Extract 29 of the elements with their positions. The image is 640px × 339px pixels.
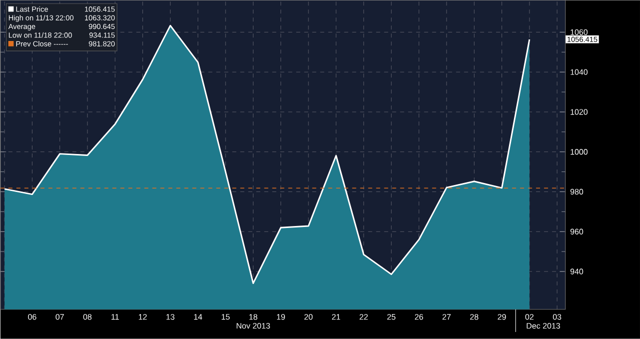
y-tick-label: 1040 [570,69,588,76]
x-tick-label: 22 [360,314,368,320]
x-tick-label: 11 [112,314,119,320]
x-tick-label: 25 [387,314,396,320]
x-tick-label: 14 [194,314,202,320]
y-tick-label: 1020 [570,109,588,115]
y-tick-label: 980 [570,189,584,195]
y-tick-label: 1000 [570,149,588,155]
x-tick-label: 08 [83,314,92,320]
x-tick-label: 03 [552,314,562,320]
y-tick-label: 1060 [570,29,588,36]
x-tick-label: 27 [442,314,451,320]
x-tick-label: 02 [525,314,534,320]
x-tick-label: 13 [166,314,174,320]
x-tick-label: 12 [138,314,147,320]
x-tick-label: 15 [222,314,230,320]
x-tick-label: 21 [332,314,340,320]
text: Dec 2013 [526,323,560,329]
x-tick-label: 26 [414,314,424,320]
x-tick-label: 20 [304,314,313,320]
text: Nov 2013 [236,323,270,329]
x-tick-label: 28 [470,314,478,320]
x-tick-label: 19 [276,314,285,320]
x-tick-label: 06 [28,314,36,320]
x-tick-label: 29 [498,314,506,320]
x-tick-label: 18 [249,314,258,320]
y-tick-label: 940 [570,268,584,274]
y-tick-label: 960 [570,228,584,235]
x-tick-label: 07 [56,314,64,320]
